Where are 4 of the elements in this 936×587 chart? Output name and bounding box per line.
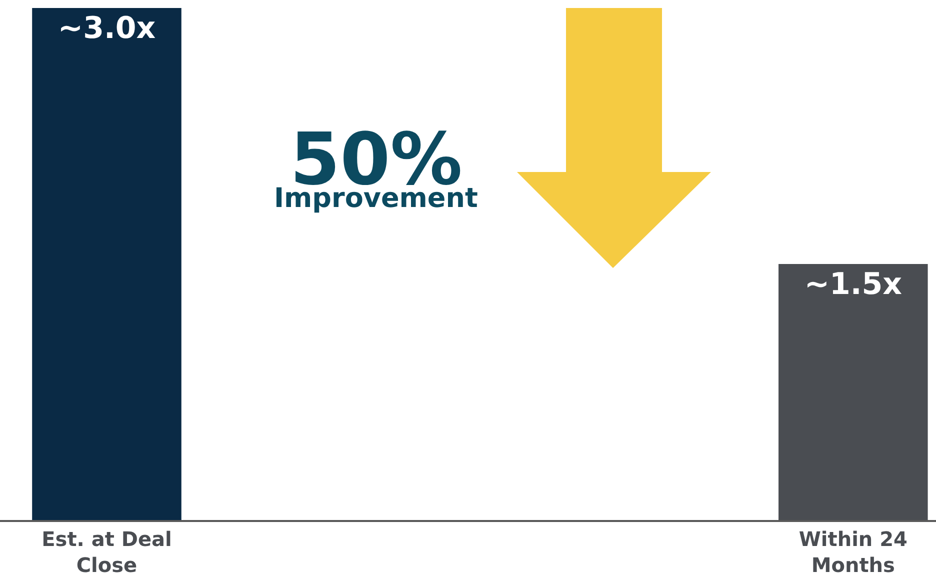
x-tick-label: Within 24 Months (798, 527, 908, 577)
x-tick-label: Est. at Deal Close (42, 527, 172, 577)
data-label: ~3.0x (58, 11, 156, 46)
data-label: ~1.5x (804, 267, 902, 302)
